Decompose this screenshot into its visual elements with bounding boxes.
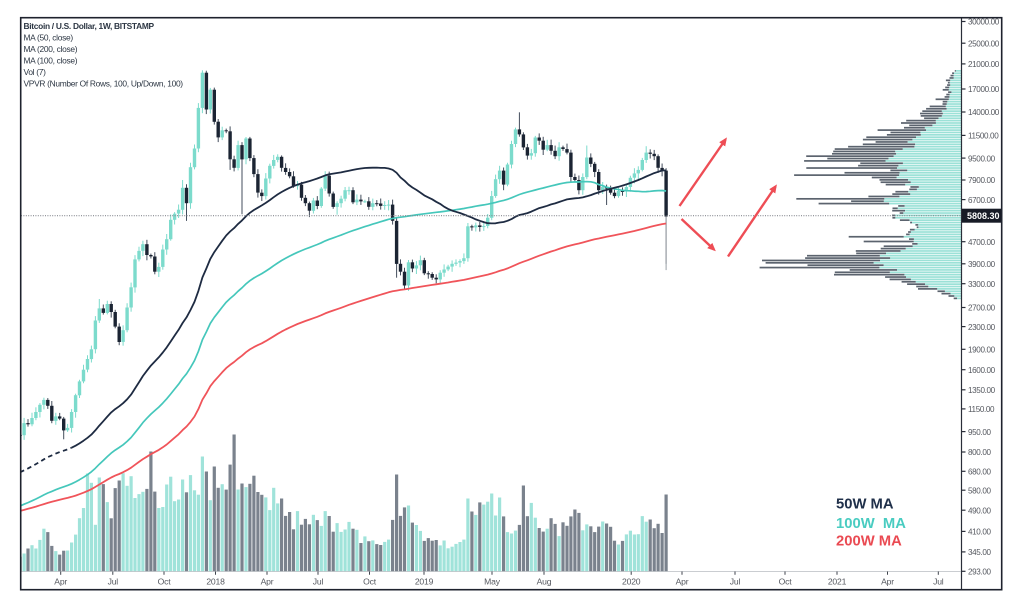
svg-text:Jul: Jul [933, 577, 944, 587]
svg-text:Oct: Oct [779, 577, 793, 587]
svg-text:4700.00: 4700.00 [968, 238, 996, 247]
svg-text:Jul: Jul [730, 577, 741, 587]
svg-text:MA (200, close): MA (200, close) [24, 44, 78, 54]
svg-text:1150.00: 1150.00 [968, 405, 995, 414]
svg-text:Apr: Apr [881, 577, 894, 587]
svg-text:Aug: Aug [537, 577, 552, 587]
svg-text:11500.00: 11500.00 [968, 132, 999, 141]
svg-text:17000.00: 17000.00 [968, 85, 1000, 94]
svg-text:100W MA: 100W MA [836, 516, 906, 532]
svg-text:Apr: Apr [54, 577, 67, 587]
svg-text:1600.00: 1600.00 [968, 366, 996, 375]
svg-text:950.00: 950.00 [968, 428, 992, 437]
svg-text:9500.00: 9500.00 [968, 154, 996, 163]
svg-text:Apr: Apr [676, 577, 689, 587]
svg-text:680.00: 680.00 [968, 468, 992, 477]
svg-text:1900.00: 1900.00 [968, 346, 996, 355]
svg-text:1350.00: 1350.00 [968, 386, 996, 395]
svg-text:21000.00: 21000.00 [968, 60, 1000, 69]
svg-text:MA (100, close): MA (100, close) [24, 56, 78, 66]
svg-text:200W MA: 200W MA [836, 534, 902, 550]
svg-text:30000.00: 30000.00 [968, 18, 1000, 27]
svg-text:VPVR (Number Of Rows, 100, Up/: VPVR (Number Of Rows, 100, Up/Down, 100) [24, 79, 184, 89]
svg-text:Oct: Oct [158, 577, 172, 587]
svg-text:2019: 2019 [415, 577, 434, 587]
svg-text:7900.00: 7900.00 [968, 176, 996, 185]
svg-text:May: May [484, 577, 501, 587]
svg-text:2700.00: 2700.00 [968, 304, 996, 313]
svg-text:2018: 2018 [206, 577, 225, 587]
svg-text:293.00: 293.00 [968, 568, 992, 577]
svg-text:490.00: 490.00 [968, 506, 992, 515]
svg-text:Jul: Jul [108, 577, 119, 587]
svg-text:14000.00: 14000.00 [968, 108, 1000, 117]
svg-text:2020: 2020 [622, 577, 641, 587]
svg-text:Vol (7): Vol (7) [24, 67, 47, 77]
svg-text:3900.00: 3900.00 [968, 260, 996, 269]
svg-text:Oct: Oct [363, 577, 377, 587]
svg-text:800.00: 800.00 [968, 448, 992, 457]
svg-text:6700.00: 6700.00 [968, 196, 996, 205]
svg-text:2021: 2021 [828, 577, 847, 587]
svg-text:410.00: 410.00 [968, 528, 992, 537]
svg-text:3300.00: 3300.00 [968, 280, 996, 289]
svg-text:Bitcoin / U.S. Dollar, 1W, BIT: Bitcoin / U.S. Dollar, 1W, BITSTAMP [24, 21, 155, 31]
svg-text:580.00: 580.00 [968, 486, 992, 495]
svg-text:Apr: Apr [261, 577, 274, 587]
svg-text:2300.00: 2300.00 [968, 323, 996, 332]
svg-text:Jul: Jul [313, 577, 324, 587]
svg-text:25000.00: 25000.00 [968, 39, 1000, 48]
svg-text:5808.30: 5808.30 [967, 211, 1000, 221]
svg-text:50W MA: 50W MA [836, 497, 894, 513]
svg-text:MA (50, close): MA (50, close) [24, 33, 74, 43]
svg-text:345.00: 345.00 [968, 548, 992, 557]
